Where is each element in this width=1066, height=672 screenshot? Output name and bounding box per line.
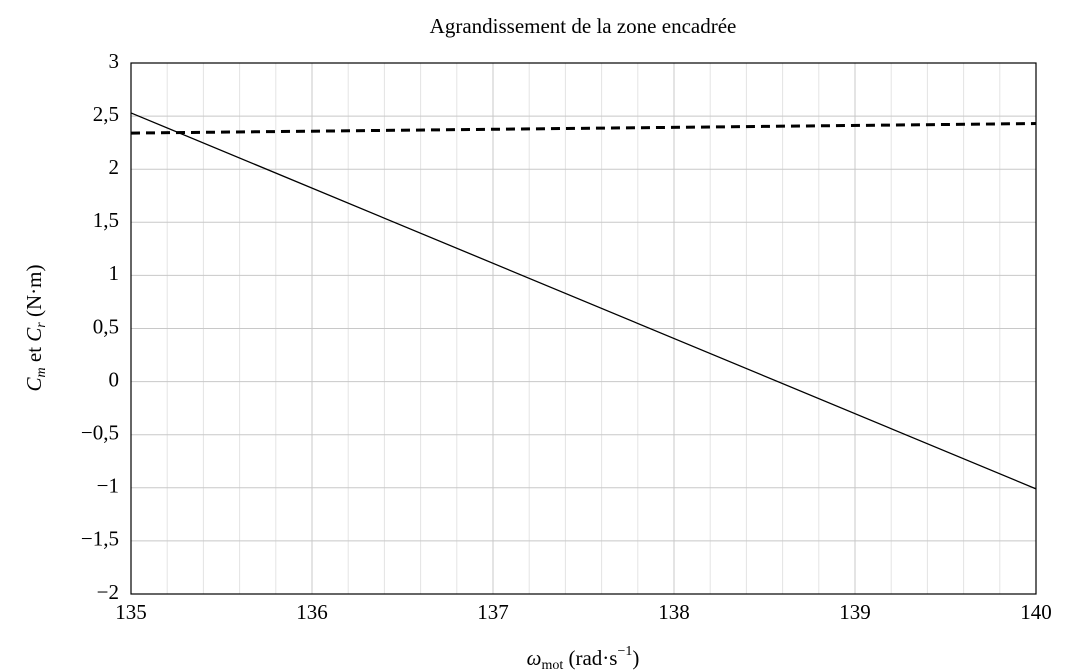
- y-label-part: m: [34, 367, 49, 377]
- y-label-part: et: [22, 342, 46, 368]
- y-tick-label: −1,5: [81, 527, 119, 551]
- x-tick-label: 136: [296, 600, 328, 624]
- y-tick-label: −1: [97, 474, 119, 498]
- y-tick-label: 3: [109, 49, 120, 73]
- y-axis-label: Cm et Cr (N·m): [22, 264, 49, 391]
- y-label-part: C: [22, 327, 46, 342]
- x-tick-label: 135: [115, 600, 147, 624]
- y-tick-label: 1: [109, 261, 120, 285]
- x-tick-label: 137: [477, 600, 509, 624]
- x-tick-label: 139: [839, 600, 871, 624]
- x-label-part: ω: [527, 646, 542, 670]
- plot-frame: [130, 62, 1037, 595]
- x-tick-label: 140: [1020, 600, 1052, 624]
- x-label-part: −1: [617, 644, 632, 659]
- x-label-part: ): [632, 646, 639, 670]
- series-line: [130, 122, 1037, 135]
- x-tick-label: 138: [658, 600, 690, 624]
- y-tick-label: 1,5: [93, 208, 119, 232]
- y-tick-label: 0: [109, 367, 120, 391]
- y-tick-label: 2: [109, 155, 120, 179]
- y-tick-label: −0,5: [81, 421, 119, 445]
- y-tick-label: 2,5: [93, 102, 119, 126]
- x-label-part: (rad·s: [563, 646, 617, 670]
- x-label-part: mot: [541, 658, 563, 672]
- y-tick-label: −2: [97, 580, 119, 604]
- x-axis-label: ωmot (rad·s−1): [527, 644, 640, 672]
- chart-title: Agrandissement de la zone encadrée: [430, 14, 737, 38]
- y-label-part: C: [22, 377, 46, 392]
- series-line: [130, 112, 1037, 490]
- y-label-part: r: [34, 322, 49, 328]
- y-tick-label: 0,5: [93, 314, 119, 338]
- y-label-part: (N·m): [22, 264, 46, 322]
